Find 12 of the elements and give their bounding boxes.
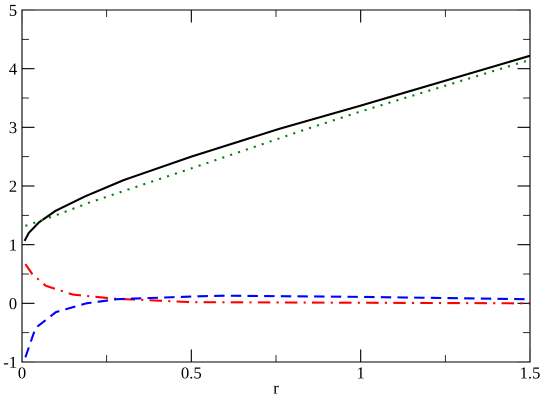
x-tick-label: 1 — [358, 367, 364, 378]
y-tick-label: 4 — [9, 63, 17, 74]
y-tick-label: 5 — [10, 4, 16, 16]
y-tick-label: 1 — [10, 239, 16, 250]
x-axis-title: r — [274, 386, 279, 394]
x-tick-label: 1.5 — [521, 367, 540, 379]
y-tick-label: -1 — [4, 356, 16, 368]
x-tick-label: 0 — [18, 367, 26, 379]
y-tick-label: 0 — [9, 298, 17, 310]
y-tick-label: 2 — [10, 180, 16, 192]
x-tick-label: 0.5 — [182, 367, 202, 379]
y-tick-label: 3 — [10, 122, 16, 134]
